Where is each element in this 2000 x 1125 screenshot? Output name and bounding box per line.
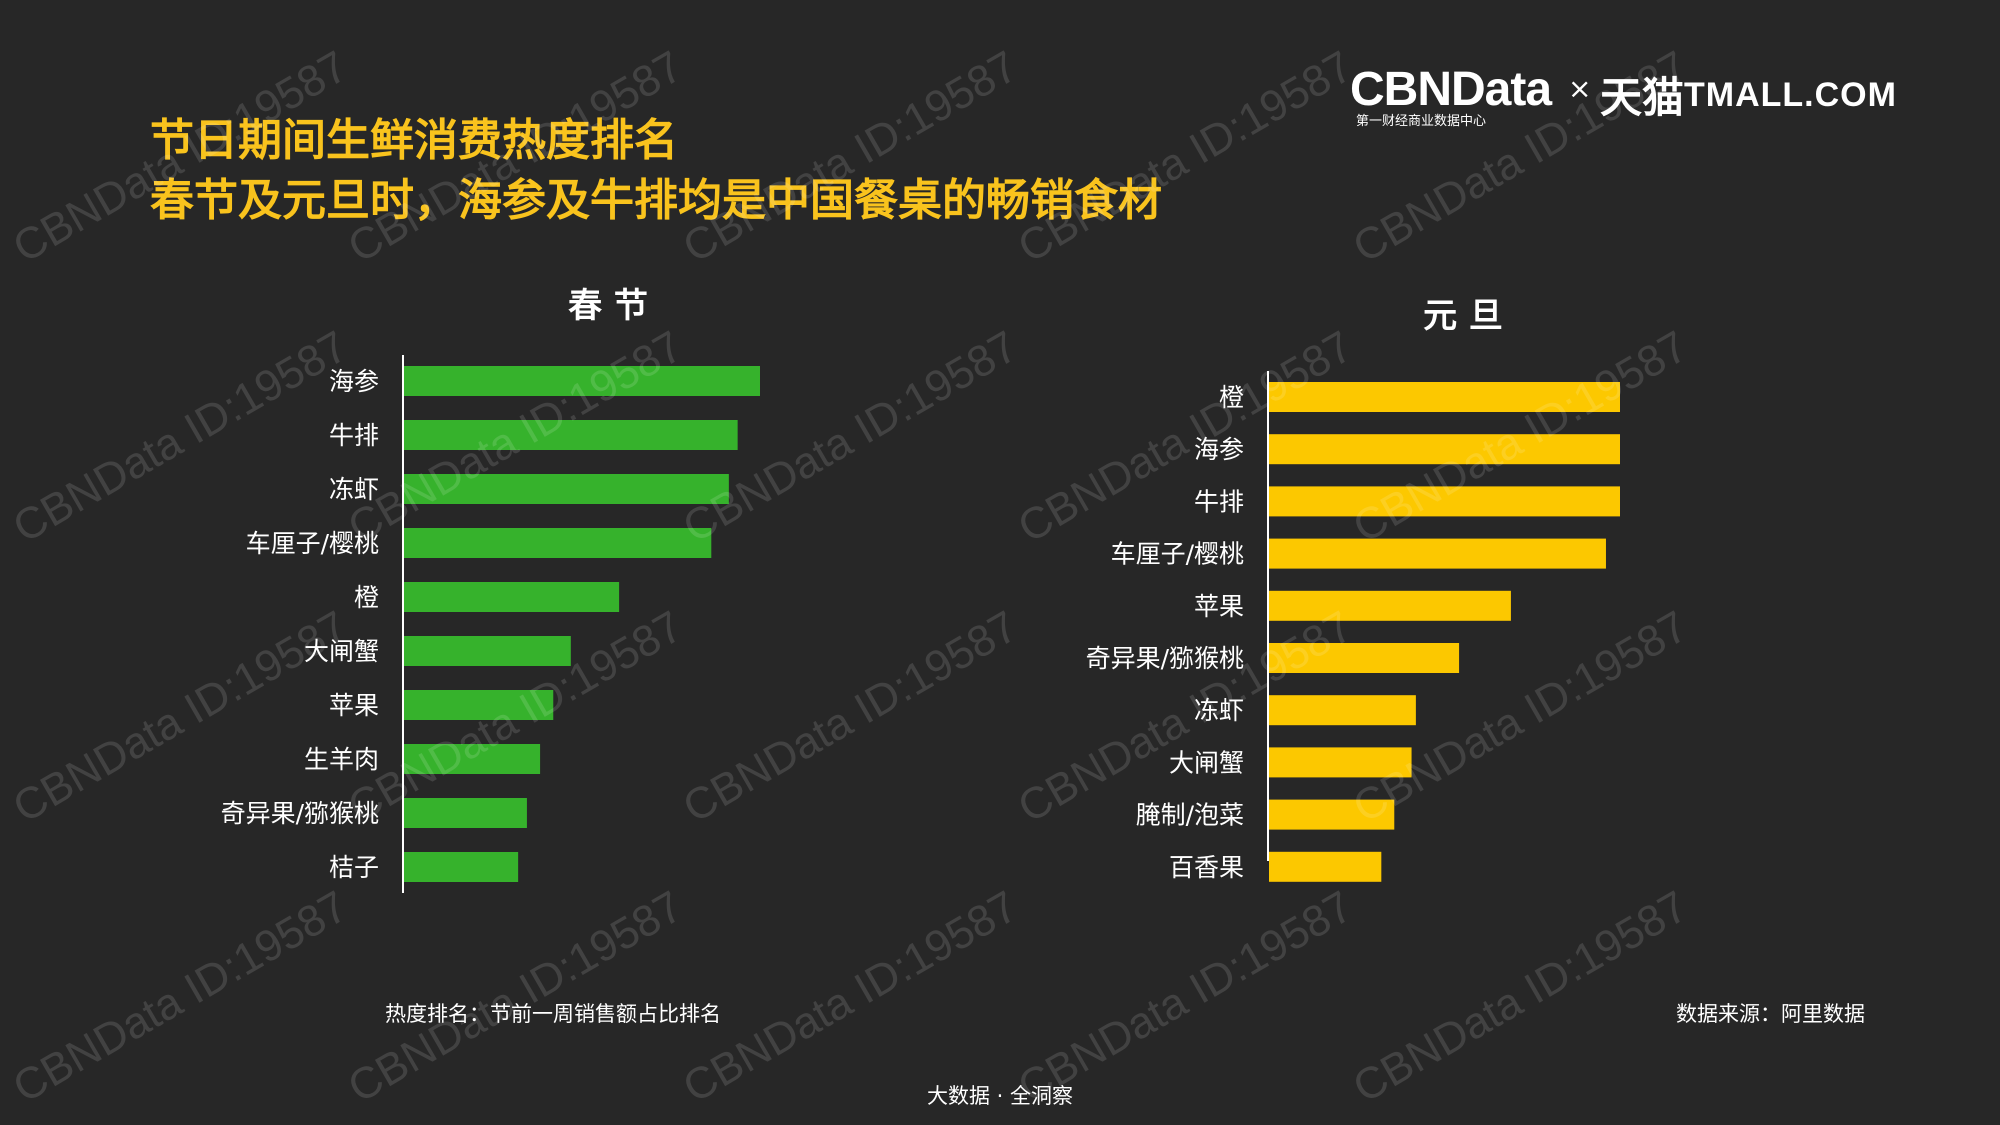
spring-chart-title: 春 节 <box>568 286 648 326</box>
ranking-note: 热度排名：节前一周销售额占比排名 <box>385 1002 721 1026</box>
newyear-category-label-2: 海参 <box>1194 435 1244 464</box>
newyear-category-label-8: 大闸蟹 <box>1169 748 1244 777</box>
newyear-chart-title: 元 旦 <box>1423 296 1503 336</box>
spring-category-label-3: 冻虾 <box>329 475 379 504</box>
newyear-category-label-3: 牛排 <box>1194 487 1244 516</box>
spring-category-label-10: 桔子 <box>329 853 379 882</box>
spring-category-label-6: 大闸蟹 <box>304 637 379 666</box>
spring-category-label-8: 生羊肉 <box>304 745 379 774</box>
spring-bar-3 <box>404 474 729 504</box>
tmall-logo-cn: 天猫 <box>1600 73 1685 122</box>
watermark-text: CBNData ID:19587 <box>1345 881 1696 1113</box>
watermark-text: CBNData ID:19587 <box>675 41 1026 273</box>
spring-category-label-1: 海参 <box>329 367 379 396</box>
new-year-chart: 元 旦橙海参牛排车厘子/樱桃苹果奇异果/猕猴桃冻虾大闸蟹腌制/泡菜百香果 <box>860 265 1620 905</box>
spring-category-label-2: 牛排 <box>329 421 379 450</box>
newyear-category-label-6: 奇异果/猕猴桃 <box>1086 644 1244 673</box>
page-title: 节日期间生鲜消费热度排名 <box>150 115 678 166</box>
newyear-bar-8 <box>1269 747 1412 778</box>
spring-bar-10 <box>404 852 519 882</box>
newyear-bar-2 <box>1269 434 1620 465</box>
brand-logo: CBNData 第一财经商业数据中心 × 天猫 TMALL.COM <box>1350 62 1896 132</box>
spring-category-label-5: 橙 <box>354 583 379 612</box>
spring-bar-5 <box>404 582 620 612</box>
spring-bar-6 <box>404 636 571 666</box>
spring-bar-7 <box>404 690 554 720</box>
newyear-bar-1 <box>1269 382 1620 412</box>
watermark-text: CBNData ID:19587 <box>5 881 356 1113</box>
times-icon: × <box>1568 72 1592 105</box>
newyear-category-label-9: 腌制/泡菜 <box>1136 801 1244 830</box>
spring-bar-2 <box>404 420 738 450</box>
newyear-category-label-1: 橙 <box>1219 383 1244 412</box>
newyear-bar-6 <box>1269 643 1460 673</box>
newyear-bar-5 <box>1269 590 1511 621</box>
cbndata-tagline: 第一财经商业数据中心 <box>1356 114 1487 129</box>
newyear-bar-3 <box>1269 486 1620 517</box>
spring-bar-9 <box>404 798 527 828</box>
newyear-category-label-7: 冻虾 <box>1194 696 1244 725</box>
spring-festival-chart: 春 节海参牛排冻虾车厘子/樱桃橙大闸蟹苹果生羊肉奇异果/猕猴桃桔子 <box>0 265 760 905</box>
watermark-text: CBNData ID:19587 <box>675 881 1026 1113</box>
newyear-category-label-5: 苹果 <box>1194 592 1244 621</box>
footer-slogan: 大数据 · 全洞察 <box>926 1084 1074 1108</box>
newyear-bar-4 <box>1269 538 1606 569</box>
cbndata-logo-text: CBNData <box>1350 63 1552 116</box>
newyear-category-label-10: 百香果 <box>1169 853 1244 882</box>
watermark-text: CBNData ID:19587 <box>1010 881 1361 1113</box>
newyear-bar-10 <box>1269 851 1382 882</box>
spring-category-label-4: 车厘子/樱桃 <box>246 529 379 558</box>
newyear-bar-7 <box>1269 695 1416 726</box>
page-subtitle: 春节及元旦时，海参及牛排均是中国餐桌的畅销食材 <box>150 175 1162 226</box>
newyear-bar-9 <box>1269 799 1395 830</box>
spring-category-label-7: 苹果 <box>329 691 379 720</box>
newyear-category-label-4: 车厘子/樱桃 <box>1111 540 1244 569</box>
spring-bar-8 <box>404 744 541 774</box>
tmall-logo-en: TMALL.COM <box>1684 76 1897 114</box>
watermark-text: CBNData ID:19587 <box>1010 41 1361 273</box>
spring-bar-1 <box>404 366 760 396</box>
spring-category-label-9: 奇异果/猕猴桃 <box>221 799 379 828</box>
spring-bar-4 <box>404 528 712 558</box>
source-note: 数据来源：阿里数据 <box>1676 1002 1865 1026</box>
